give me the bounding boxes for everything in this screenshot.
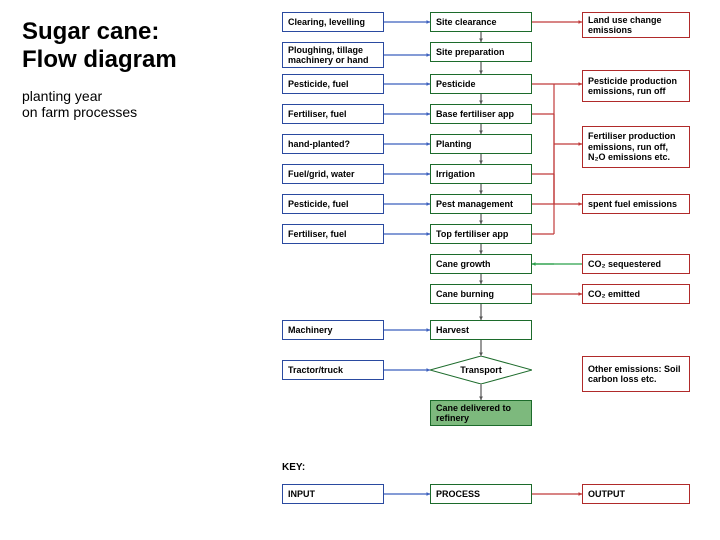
input-box-3: Fertiliser, fuel — [282, 104, 384, 124]
process-diamond-11: Transport — [430, 356, 532, 384]
process-box-0: Site clearance — [430, 12, 532, 32]
process-box-12: Cane delivered to refinery — [430, 400, 532, 426]
process-box-1: Site preparation — [430, 42, 532, 62]
output-box-5: CO₂ emitted — [582, 284, 690, 304]
input-box-5: Fuel/grid, water — [282, 164, 384, 184]
process-box-7: Top fertiliser app — [430, 224, 532, 244]
subtitle-line1: planting year — [22, 88, 102, 104]
input-box-8: Machinery — [282, 320, 384, 340]
process-box-5: Irrigation — [430, 164, 532, 184]
process-box-6: Pest management — [430, 194, 532, 214]
title-line2: Flow diagram — [22, 46, 177, 74]
input-box-1: Ploughing, tillage machinery or hand — [282, 42, 384, 68]
input-box-4: hand-planted? — [282, 134, 384, 154]
process-box-4: Planting — [430, 134, 532, 154]
process-box-8: Cane growth — [430, 254, 532, 274]
output-box-1: Pesticide production emissions, run off — [582, 70, 690, 102]
process-box-3: Base fertiliser app — [430, 104, 532, 124]
process-box-10: Harvest — [430, 320, 532, 340]
input-box-7: Fertiliser, fuel — [282, 224, 384, 244]
output-box-0: Land use change emissions — [582, 12, 690, 38]
output-box-4: CO₂ sequestered — [582, 254, 690, 274]
subtitle-line2: on farm processes — [22, 104, 137, 120]
key-label: KEY: — [282, 462, 305, 473]
title-line1: Sugar cane: — [22, 18, 159, 46]
process-box-9: Cane burning — [430, 284, 532, 304]
key-process: PROCESS — [430, 484, 532, 504]
output-box-6: Other emissions: Soil carbon loss etc. — [582, 356, 690, 392]
output-box-3: spent fuel emissions — [582, 194, 690, 214]
key-input: INPUT — [282, 484, 384, 504]
input-box-2: Pesticide, fuel — [282, 74, 384, 94]
key-output: OUTPUT — [582, 484, 690, 504]
input-box-6: Pesticide, fuel — [282, 194, 384, 214]
input-box-9: Tractor/truck — [282, 360, 384, 380]
output-box-2: Fertiliser production emissions, run off… — [582, 126, 690, 168]
process-box-2: Pesticide — [430, 74, 532, 94]
input-box-0: Clearing, levelling — [282, 12, 384, 32]
